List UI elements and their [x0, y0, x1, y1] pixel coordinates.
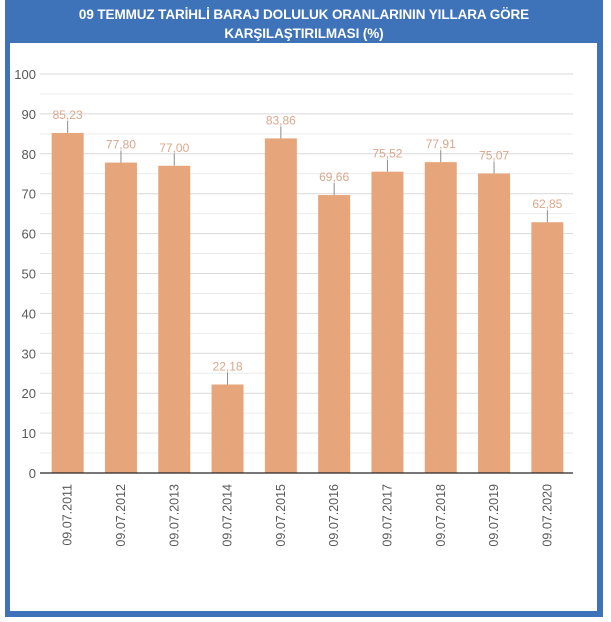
bar-group: 22,18	[211, 360, 244, 473]
y-tick-label: 90	[22, 107, 36, 122]
data-label: 75,52	[372, 147, 402, 161]
bar-group: 83,86	[264, 113, 297, 473]
y-tick-label: 10	[22, 426, 36, 441]
data-label: 77,80	[106, 138, 136, 152]
bar	[104, 162, 137, 473]
y-tick-label: 0	[29, 466, 36, 481]
data-label: 77,91	[426, 137, 456, 151]
bar-group: 75,52	[371, 147, 404, 473]
bars: 85,23 77,80 77,00 22,18 83,86 69,66 75,52 77,91…	[51, 108, 564, 474]
chart-title-line2: KARŞILAŞTIRILMASI (%)	[224, 26, 384, 41]
data-label: 75,07	[479, 148, 509, 162]
y-tick-label: 100	[14, 67, 36, 82]
chart-title: 09 TEMMUZ TARİHLİ BARAJ DOLULUK ORANLARI…	[5, 5, 603, 43]
bar-group: 69,66	[318, 170, 351, 474]
bar-group: 62,85	[531, 197, 564, 473]
x-tick-label: 09.07.2012	[114, 484, 128, 547]
bar	[424, 162, 457, 473]
bar-group: 77,00	[158, 141, 191, 473]
bar	[264, 138, 297, 473]
bar	[531, 222, 564, 473]
data-label: 83,86	[266, 113, 296, 127]
x-tick-label: 09.07.2014	[221, 484, 235, 547]
y-tick-label: 60	[22, 227, 36, 242]
bar-group: 85,23	[51, 108, 84, 473]
x-tick-label: 09.07.2019	[487, 484, 501, 547]
bar-group: 77,91	[424, 137, 457, 473]
data-label: 77,00	[159, 141, 189, 155]
bar-group: 77,80	[104, 138, 137, 473]
bar	[158, 165, 191, 473]
y-tick-label: 80	[22, 147, 36, 162]
bar	[478, 173, 511, 473]
x-axis: 09.07.2011 09.07.2012 09.07.2013 09.07.2014…	[40, 472, 573, 547]
bar-group: 75,07	[478, 148, 511, 473]
data-label: 69,66	[319, 170, 349, 184]
y-tick-label: 20	[22, 386, 36, 401]
x-tick-label: 09.07.2020	[540, 484, 554, 547]
x-tick-label: 09.07.2016	[327, 484, 341, 547]
y-tick-label: 40	[22, 306, 36, 321]
y-tick-label: 70	[22, 187, 36, 202]
data-label: 85,23	[53, 108, 83, 122]
x-tick-label: 09.07.2015	[274, 484, 288, 547]
x-tick-label: 09.07.2017	[380, 484, 394, 547]
bar	[211, 384, 244, 473]
x-tick-label: 09.07.2013	[167, 484, 181, 547]
data-label: 62,85	[532, 197, 562, 211]
x-tick-label: 09.07.2011	[61, 484, 75, 546]
bar	[371, 171, 404, 473]
y-axis: 0 10 20 30 40 50 60 70 80 90 100	[14, 67, 36, 481]
bar	[51, 132, 84, 473]
data-label: 22,18	[213, 360, 243, 374]
bar	[318, 195, 351, 474]
x-tick-label: 09.07.2018	[434, 484, 448, 547]
y-tick-label: 30	[22, 346, 36, 361]
chart-title-line1: 09 TEMMUZ TARİHLİ BARAJ DOLULUK ORANLARI…	[78, 7, 530, 22]
y-tick-label: 50	[22, 267, 36, 282]
